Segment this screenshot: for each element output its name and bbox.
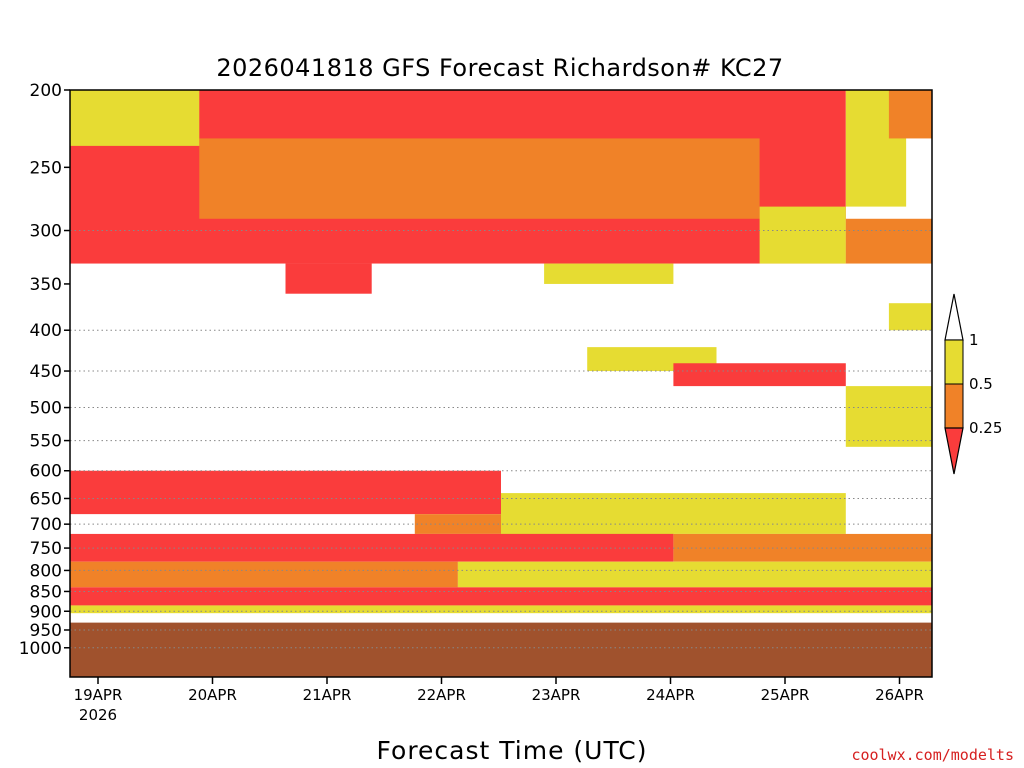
y-tick-label-600: 600 — [30, 462, 62, 482]
heatmap-cell-21 — [70, 605, 932, 614]
heatmap-cell-12 — [845, 386, 932, 447]
heatmap-cell-5 — [888, 90, 932, 139]
x-tick-label-1: 20APR — [188, 686, 237, 704]
y-tick-label-200: 200 — [30, 81, 62, 101]
y-tick-label-550: 550 — [30, 432, 62, 452]
x-tick-label-0: 19APR — [74, 686, 123, 704]
x-tick-label-5: 24APR — [646, 686, 695, 704]
colorbar-05-1 — [944, 339, 964, 385]
y-tick-label-850: 850 — [30, 582, 62, 602]
y-axis: 200 250 300 350 400 450 500 550 600 650 700 7508008… — [19, 81, 70, 659]
y-tick-label-950: 950 — [30, 621, 62, 641]
colorbar-label-0: 1 — [969, 331, 979, 349]
y-tick-label-300: 300 — [30, 222, 62, 242]
colorbar-lt025 — [944, 427, 964, 475]
heatmap-cell-18 — [70, 561, 458, 588]
heatmap-cell-9 — [888, 303, 932, 331]
colorbar-legend: 1 0.5 0.25 — [944, 293, 1002, 475]
heatmap-cell-6 — [285, 263, 372, 294]
y-tick-label-250: 250 — [30, 158, 62, 178]
y-tick-label-900: 900 — [30, 602, 62, 622]
x-tick-label-6: 25APR — [761, 686, 810, 704]
x-tick-label-3: 22APR — [417, 686, 466, 704]
y-tick-label-500: 500 — [30, 399, 62, 419]
heatmap-cell-11 — [673, 363, 846, 387]
heatmap-cell-2 — [199, 138, 760, 219]
ground-fill — [70, 622, 932, 677]
heatmap-cell-15 — [501, 493, 846, 534]
chart-title: 2026041818 GFS Forecast Richardson# KC27 — [216, 54, 783, 82]
y-tick-label-350: 350 — [30, 275, 62, 295]
colorbar-gt1 — [944, 293, 964, 341]
heatmap-cell-17 — [673, 533, 932, 562]
colorbar-025-05 — [944, 383, 964, 429]
heatmap-cell-3 — [70, 90, 200, 146]
heatmap-cells — [70, 90, 932, 614]
y-tick-label-400: 400 — [30, 321, 62, 341]
y-tick-label-750: 750 — [30, 539, 62, 559]
colorbar-label-2: 0.25 — [969, 419, 1002, 437]
x-axis-title: Forecast Time (UTC) — [377, 736, 648, 765]
y-tick-label-1000: 1000 — [19, 639, 62, 659]
heatmap-cell-7 — [544, 263, 674, 284]
x-tick-label-7: 26APR — [875, 686, 924, 704]
heatmap-cell-4 — [845, 218, 932, 264]
x-axis-year-label: 2026 — [79, 706, 117, 724]
heatmap-cell-20 — [70, 587, 932, 606]
plot-frame — [69, 89, 933, 678]
heatmap-cell-13 — [70, 470, 501, 515]
x-axis: 19APR 20APR 21APR 22APR 23APR 24APR 25APR 26APR — [74, 677, 924, 704]
y-tick-label-800: 800 — [30, 561, 62, 581]
y-tick-label-700: 700 — [30, 515, 62, 535]
y-tick-label-650: 650 — [30, 489, 62, 509]
x-tick-label-4: 23APR — [532, 686, 581, 704]
y-tick-label-450: 450 — [30, 362, 62, 382]
heatmap-cell-19 — [457, 561, 932, 588]
credit-text: coolwx.com/modelts — [851, 746, 1014, 764]
colorbar-label-1: 0.5 — [969, 375, 993, 393]
x-tick-label-2: 21APR — [303, 686, 352, 704]
heatmap-cell-8 — [759, 206, 846, 264]
